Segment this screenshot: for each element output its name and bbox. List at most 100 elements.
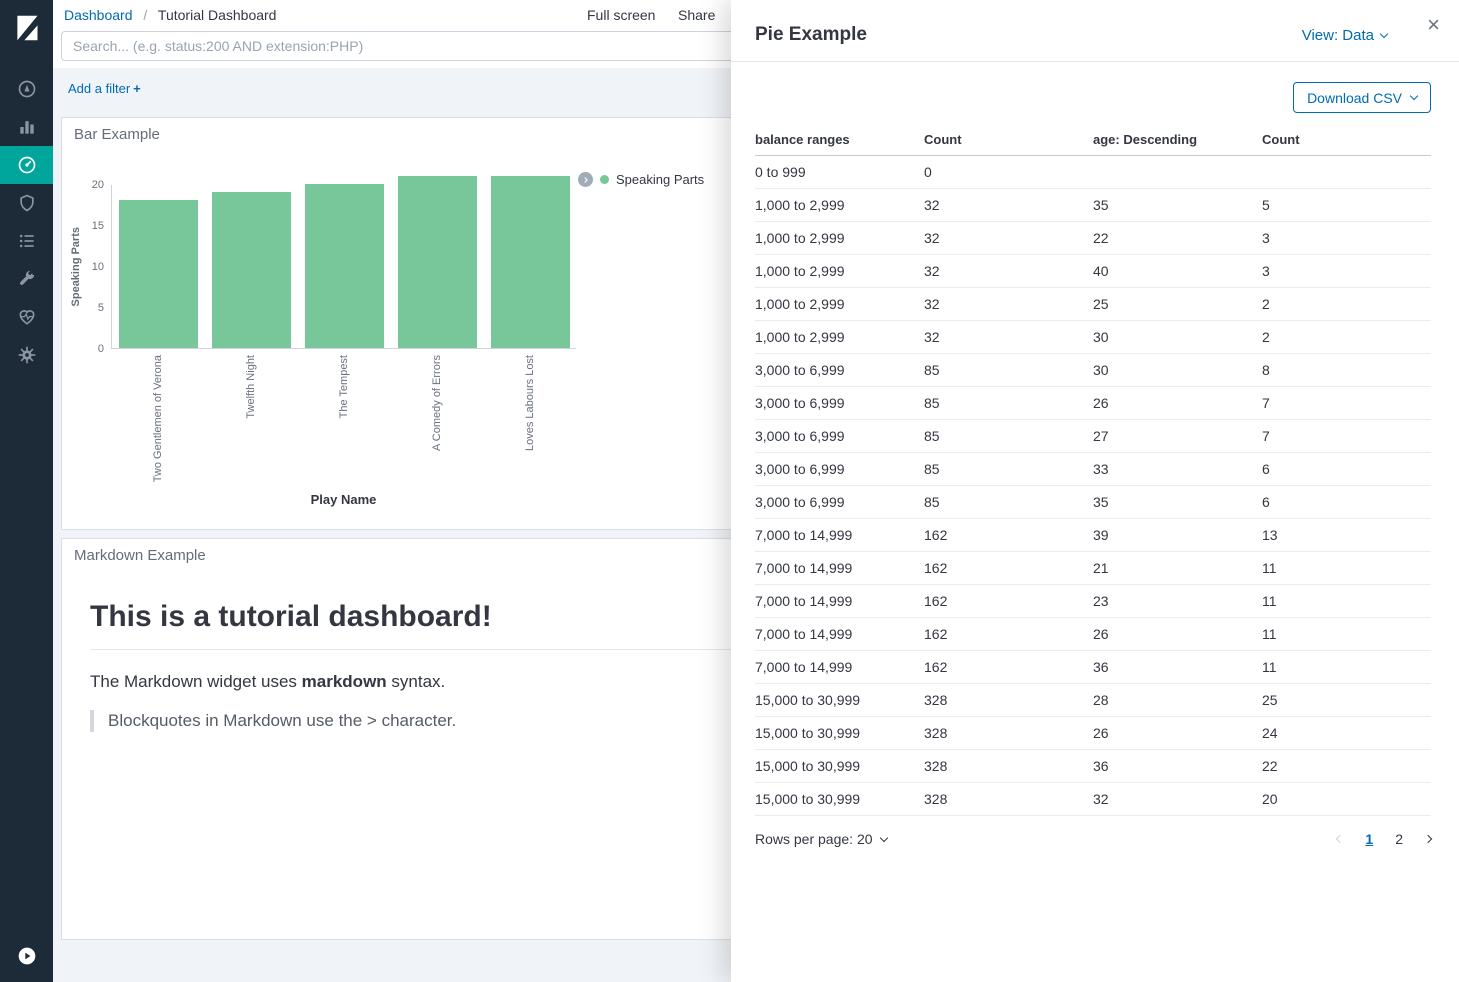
sidebar-item-visualize[interactable] xyxy=(0,108,53,146)
view-data-select[interactable]: View: Data xyxy=(1302,27,1387,44)
sidebar-footer xyxy=(0,937,53,982)
chevron-down-icon xyxy=(1410,92,1418,100)
table-cell: 1,000 to 2,999 xyxy=(755,222,924,255)
legend-toggle-icon[interactable] xyxy=(578,172,593,187)
bar[interactable] xyxy=(491,176,570,348)
sidebar-item-management[interactable] xyxy=(0,336,53,374)
table-row: 7,000 to 14,9991622111 xyxy=(755,552,1431,585)
nav-collapse-toggle[interactable] xyxy=(17,937,37,975)
bar[interactable] xyxy=(305,184,384,348)
rows-per-page-select[interactable]: Rows per page: 20 xyxy=(755,831,887,847)
table-cell: 7 xyxy=(1262,387,1431,420)
y-axis-ticks: 05101520 xyxy=(78,185,104,349)
table-cell: 1,000 to 2,999 xyxy=(755,255,924,288)
y-tick-label: 0 xyxy=(98,343,104,355)
bar[interactable] xyxy=(398,176,477,348)
table-row: 3,000 to 6,99985308 xyxy=(755,354,1431,387)
breadcrumb-separator: / xyxy=(143,7,147,23)
table-cell: 162 xyxy=(924,651,1093,684)
wrench-icon xyxy=(17,269,37,289)
y-tick-label: 5 xyxy=(98,302,104,314)
download-csv-button[interactable]: Download CSV xyxy=(1293,82,1431,113)
table-row: 7,000 to 14,9991623913 xyxy=(755,519,1431,552)
table-cell: 25 xyxy=(1262,684,1431,717)
column-header: balance ranges xyxy=(755,125,924,156)
sidebar-item-logs[interactable] xyxy=(0,222,53,260)
table-row: 0 to 9990 xyxy=(755,156,1431,189)
table-row: 1,000 to 2,99932223 xyxy=(755,222,1431,255)
legend-series-label[interactable]: Speaking Parts xyxy=(616,172,704,187)
table-cell: 85 xyxy=(924,486,1093,519)
table-cell: 15,000 to 30,999 xyxy=(755,717,924,750)
table-cell xyxy=(1262,156,1431,189)
table-row: 1,000 to 2,99932302 xyxy=(755,321,1431,354)
pagination-page-2[interactable]: 2 xyxy=(1395,831,1403,847)
table-row: 15,000 to 30,9993282825 xyxy=(755,684,1431,717)
heartbeat-icon xyxy=(17,307,37,327)
table-cell: 30 xyxy=(1093,354,1262,387)
sidebar-item-dashboard[interactable] xyxy=(0,146,53,184)
table-cell: 85 xyxy=(924,453,1093,486)
x-tick-label: Twelfth Night xyxy=(204,355,297,419)
sidebar-item-monitoring[interactable] xyxy=(0,298,53,336)
table-row: 7,000 to 14,9991622611 xyxy=(755,618,1431,651)
bar-plot xyxy=(111,185,576,349)
legend-series-dot[interactable] xyxy=(600,175,609,184)
table-cell: 3,000 to 6,999 xyxy=(755,387,924,420)
table-cell: 85 xyxy=(924,420,1093,453)
kibana-app: Dashboard / Tutorial Dashboard Full scre… xyxy=(0,0,1459,982)
table-cell: 25 xyxy=(1093,288,1262,321)
bar[interactable] xyxy=(212,192,291,348)
y-tick-label: 15 xyxy=(92,220,104,232)
add-filter-label: Add a filter xyxy=(68,81,130,96)
flyout-table-head-row: balance rangesCountage: DescendingCount xyxy=(755,125,1431,156)
sidebar-item-discover[interactable] xyxy=(0,70,53,108)
table-cell: 11 xyxy=(1262,651,1431,684)
bar-chart-icon xyxy=(17,117,37,137)
inspect-flyout: Pie Example View: Data × Download CSV ba… xyxy=(731,0,1459,982)
pagination-next-button[interactable] xyxy=(1425,836,1431,842)
table-cell: 27 xyxy=(1093,420,1262,453)
table-cell: 7,000 to 14,999 xyxy=(755,651,924,684)
y-tick-label: 10 xyxy=(92,261,104,273)
x-tick-label: A Comedy of Errors xyxy=(390,355,483,451)
close-icon[interactable]: × xyxy=(1427,16,1440,34)
flyout-title: Pie Example xyxy=(755,24,867,46)
table-cell: 32 xyxy=(924,222,1093,255)
full-screen-button[interactable]: Full screen xyxy=(587,7,655,23)
plus-icon: + xyxy=(133,81,141,96)
share-button[interactable]: Share xyxy=(678,7,715,23)
gear-icon xyxy=(17,345,37,365)
bar[interactable] xyxy=(119,200,198,348)
table-cell: 6 xyxy=(1262,486,1431,519)
table-cell: 40 xyxy=(1093,255,1262,288)
table-cell: 15,000 to 30,999 xyxy=(755,750,924,783)
table-row: 3,000 to 6,99985277 xyxy=(755,420,1431,453)
table-cell: 30 xyxy=(1093,321,1262,354)
table-cell: 11 xyxy=(1262,618,1431,651)
table-cell: 7,000 to 14,999 xyxy=(755,618,924,651)
table-row: 1,000 to 2,99932403 xyxy=(755,255,1431,288)
table-cell: 85 xyxy=(924,387,1093,420)
sidebar-item-timelion[interactable] xyxy=(0,184,53,222)
sidebar-item-dev-tools[interactable] xyxy=(0,260,53,298)
table-cell: 21 xyxy=(1093,552,1262,585)
add-filter-button[interactable]: Add a filter+ xyxy=(68,81,141,96)
table-cell: 26 xyxy=(1093,387,1262,420)
column-header: Count xyxy=(924,125,1093,156)
table-row: 7,000 to 14,9991622311 xyxy=(755,585,1431,618)
kibana-logo[interactable] xyxy=(0,0,53,56)
breadcrumb-dashboard-link[interactable]: Dashboard xyxy=(64,7,133,23)
table-cell: 162 xyxy=(924,618,1093,651)
table-cell: 24 xyxy=(1262,717,1431,750)
table-cell: 328 xyxy=(924,717,1093,750)
pagination-page-1[interactable]: 1 xyxy=(1365,831,1373,847)
table-cell: 7,000 to 14,999 xyxy=(755,585,924,618)
table-cell: 22 xyxy=(1262,750,1431,783)
table-cell: 26 xyxy=(1093,717,1262,750)
table-cell xyxy=(1093,156,1262,189)
table-cell: 32 xyxy=(924,288,1093,321)
pagination-prev-button[interactable] xyxy=(1337,836,1343,842)
table-cell: 328 xyxy=(924,684,1093,717)
shield-icon xyxy=(17,193,37,213)
